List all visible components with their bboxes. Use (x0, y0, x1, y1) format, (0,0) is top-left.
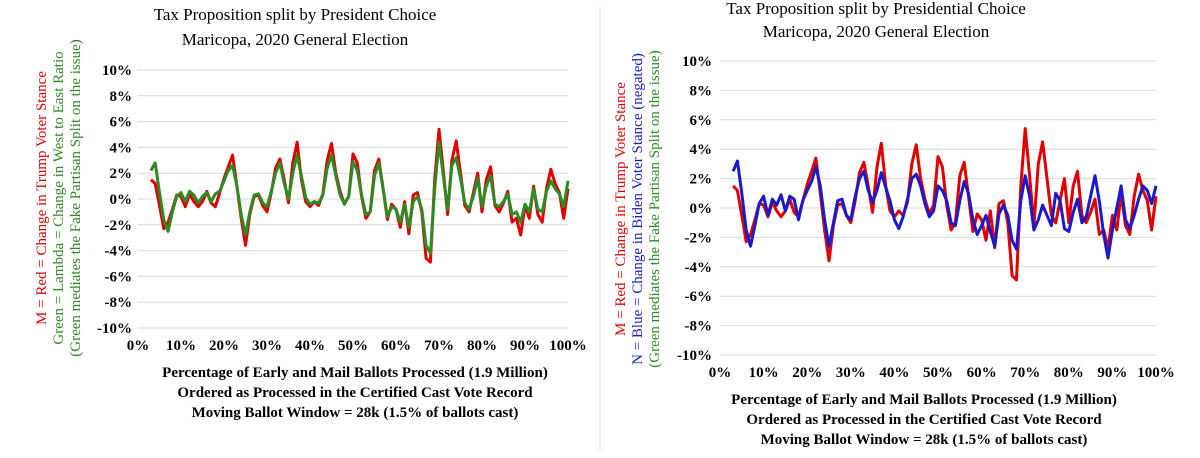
y-tick-label: -8% (105, 295, 133, 311)
chart-panel-2: Tax Proposition split by Presidential Ch… (613, 0, 1175, 448)
x-tick-label: 40% (879, 365, 909, 381)
x-axis-label: Percentage of Early and Mail Ballots Pro… (162, 365, 548, 381)
series-line-2 (731, 159, 1158, 260)
x-tick-label: 70% (1010, 365, 1040, 381)
y-axis-label: Green = Lambda = Change in West to East … (51, 51, 67, 344)
y-axis-label: (Green mediates the Fake Partisan Split … (647, 50, 663, 367)
y-tick-label: 8% (110, 89, 133, 105)
x-tick-label: 50% (923, 365, 953, 381)
x-axis-label: Moving Ballot Window = 28k (1.5% of ball… (761, 432, 1088, 448)
x-tick-label: 100% (549, 338, 587, 354)
y-axis-label: (Green mediates the Fake Partisan Split … (68, 39, 84, 356)
x-tick-label: 40% (295, 338, 325, 354)
y-tick-label: -2% (685, 230, 713, 246)
x-tick-label: 60% (967, 365, 997, 381)
x-axis-label: Ordered as Processed in the Certified Ca… (177, 385, 533, 401)
y-tick-label: -4% (105, 244, 133, 260)
y-tick-label: -10% (97, 321, 132, 337)
x-tick-label: 20% (209, 338, 239, 354)
y-axis-label: N = Blue = Change in Biden Voter Stance … (630, 53, 646, 365)
x-tick-label: 70% (424, 338, 454, 354)
y-tick-label: 4% (690, 142, 713, 158)
chart-title: Maricopa, 2020 General Election (182, 30, 409, 49)
x-tick-label: 30% (252, 338, 282, 354)
x-tick-label: 60% (381, 338, 411, 354)
chart-title: Tax Proposition split by Presidential Ch… (726, 0, 1026, 18)
chart-panel-1: Tax Proposition split by President Choic… (34, 5, 587, 421)
x-tick-label: 0% (127, 338, 150, 354)
x-tick-label: 80% (467, 338, 497, 354)
x-tick-label: 50% (338, 338, 368, 354)
chart-title: Tax Proposition split by President Choic… (154, 5, 437, 24)
x-tick-label: 90% (1097, 365, 1127, 381)
y-tick-label: 6% (110, 115, 133, 131)
y-tick-label: 2% (690, 172, 713, 188)
x-tick-label: 90% (510, 338, 540, 354)
chart-title: Maricopa, 2020 General Election (763, 22, 990, 41)
x-tick-label: 100% (1137, 365, 1175, 381)
x-tick-label: 30% (836, 365, 866, 381)
y-tick-label: -6% (685, 289, 713, 305)
x-tick-label: 10% (166, 338, 196, 354)
y-tick-label: -10% (677, 348, 712, 364)
x-axis-label: Moving Ballot Window = 28k (1.5% of ball… (192, 405, 519, 421)
x-axis-label: Percentage of Early and Mail Ballots Pro… (731, 392, 1117, 408)
x-tick-label: 80% (1054, 365, 1084, 381)
y-tick-label: -2% (105, 218, 133, 234)
x-tick-label: 10% (749, 365, 779, 381)
y-axis-label: M = Red = Change in Trump Voter Stance (613, 82, 629, 336)
y-tick-label: 4% (110, 140, 133, 156)
y-tick-label: 0% (690, 201, 713, 217)
x-tick-label: 0% (709, 365, 732, 381)
x-tick-label: 20% (792, 365, 822, 381)
y-tick-label: 10% (682, 54, 712, 70)
y-tick-label: 8% (690, 83, 713, 99)
series-line-2 (149, 140, 570, 255)
y-tick-label: 0% (110, 192, 133, 208)
x-axis-label: Ordered as Processed in the Certified Ca… (746, 412, 1102, 428)
y-tick-label: -8% (685, 319, 713, 335)
y-tick-label: 10% (102, 63, 132, 79)
y-tick-label: 6% (690, 113, 713, 129)
y-tick-label: -6% (105, 269, 133, 285)
y-tick-label: 2% (110, 166, 133, 182)
y-tick-label: -4% (685, 260, 713, 276)
y-axis-label: M = Red = Change in Trump Voter Stance (34, 71, 50, 325)
